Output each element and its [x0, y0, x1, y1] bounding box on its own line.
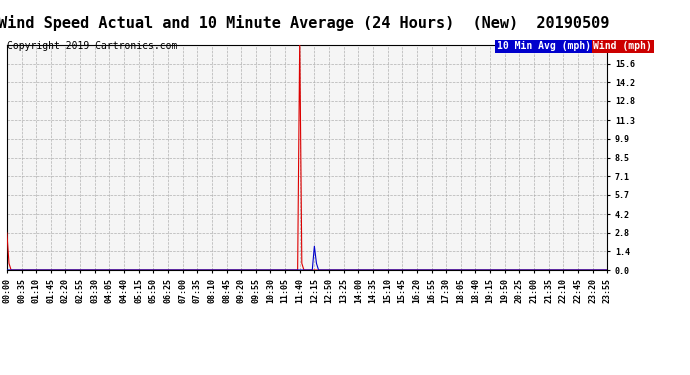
- Text: 10 Min Avg (mph): 10 Min Avg (mph): [497, 41, 591, 51]
- Text: Copyright 2019 Cartronics.com: Copyright 2019 Cartronics.com: [7, 41, 177, 51]
- Text: Wind (mph): Wind (mph): [593, 41, 652, 51]
- Text: Wind Speed Actual and 10 Minute Average (24 Hours)  (New)  20190509: Wind Speed Actual and 10 Minute Average …: [0, 15, 609, 31]
